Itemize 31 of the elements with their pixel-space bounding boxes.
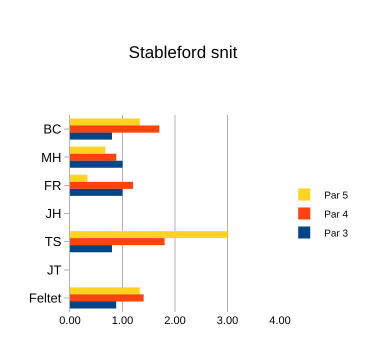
bar [70, 126, 160, 133]
legend-label: Par 5 [324, 190, 349, 202]
y-tick-label: MH [41, 150, 62, 165]
bar [70, 238, 164, 246]
y-tick-label: FR [44, 178, 62, 193]
y-tick-label: TS [44, 234, 62, 250]
bar [70, 146, 106, 154]
x-tick-label: 3.00 [216, 315, 238, 327]
x-tick-label: 0.00 [59, 315, 81, 327]
bar [70, 182, 133, 189]
bar [70, 287, 140, 294]
bar [70, 160, 122, 168]
bar [70, 245, 112, 252]
y-tick-label: BC [43, 122, 62, 137]
bar [70, 132, 112, 140]
y-tick-label: Feltet [28, 290, 62, 306]
x-tick-label: 4.00 [269, 315, 291, 327]
bar [70, 231, 228, 238]
bar [70, 174, 88, 182]
bar [70, 301, 116, 308]
chart-title: Stableford snit [128, 43, 238, 62]
legend-label: Par 3 [324, 228, 349, 240]
legend-label: Par 4 [324, 209, 349, 220]
bar [70, 118, 140, 126]
bar [70, 154, 116, 161]
x-tick-label: 1.00 [112, 315, 134, 327]
bar [70, 294, 144, 302]
x-tick-label: 2.00 [164, 315, 186, 327]
y-tick-label: JH [46, 206, 62, 222]
y-tick-label: JT [46, 262, 62, 278]
bar [70, 188, 122, 196]
